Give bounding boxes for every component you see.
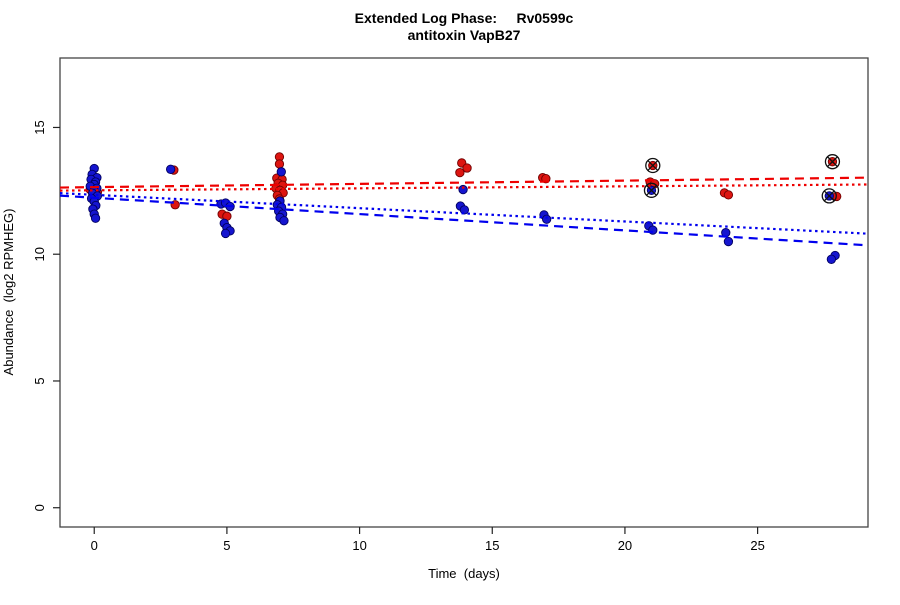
blue-condition-point: [220, 228, 231, 239]
y-tick-label: 5: [32, 377, 47, 384]
x-tick-label: 0: [91, 538, 98, 553]
highlight-x-icon: [647, 160, 659, 171]
blue-condition-point: [166, 164, 176, 174]
x-tick-label: 5: [223, 538, 230, 553]
blue-condition-point: [90, 213, 101, 223]
red-condition-point: [455, 167, 465, 178]
highlight-ring-icon: [824, 154, 841, 170]
chart-title-line1: Extended Log Phase: Rv0599c: [355, 10, 574, 26]
blue-condition-point: [279, 216, 289, 226]
plot-box: [59, 57, 869, 528]
x-tick-label: 20: [618, 538, 632, 553]
red-condition-point: [723, 190, 734, 200]
x-tick-label: 25: [750, 538, 764, 553]
x-tick-label: 10: [352, 538, 366, 553]
y-axis-title: Abundance (log2 RPMHEG): [1, 209, 16, 376]
highlight-ring-icon: [821, 188, 837, 204]
x-axis-title: Time (days): [428, 566, 500, 581]
highlight-x-icon: [646, 184, 657, 196]
blue-condition-point: [542, 214, 552, 224]
highlight-x-icon: [823, 190, 835, 202]
highlight-x-icon: [827, 156, 838, 168]
y-tick-label: 0: [32, 504, 47, 511]
blue-dotted-fit-line: [59, 192, 869, 235]
blue-condition-point: [458, 184, 468, 195]
y-tick-label: 10: [32, 247, 47, 261]
blue-condition-point: [826, 254, 837, 264]
red-dotted-fit-line: [59, 183, 869, 192]
blue-condition-point: [723, 236, 734, 247]
blue-condition-point: [276, 167, 286, 177]
blue-condition-point: [459, 205, 470, 215]
highlight-ring-icon: [643, 182, 660, 198]
red-condition-point: [274, 159, 285, 169]
chart-title-line2: antitoxin VapB27: [408, 27, 521, 43]
red-condition-point: [462, 163, 472, 173]
x-tick-label: 15: [485, 538, 499, 553]
y-tick-label: 15: [32, 120, 47, 134]
highlight-ring-icon: [645, 157, 661, 174]
plot-area: 0 5 10 15 20 25 0 5 10 15: [32, 57, 869, 553]
